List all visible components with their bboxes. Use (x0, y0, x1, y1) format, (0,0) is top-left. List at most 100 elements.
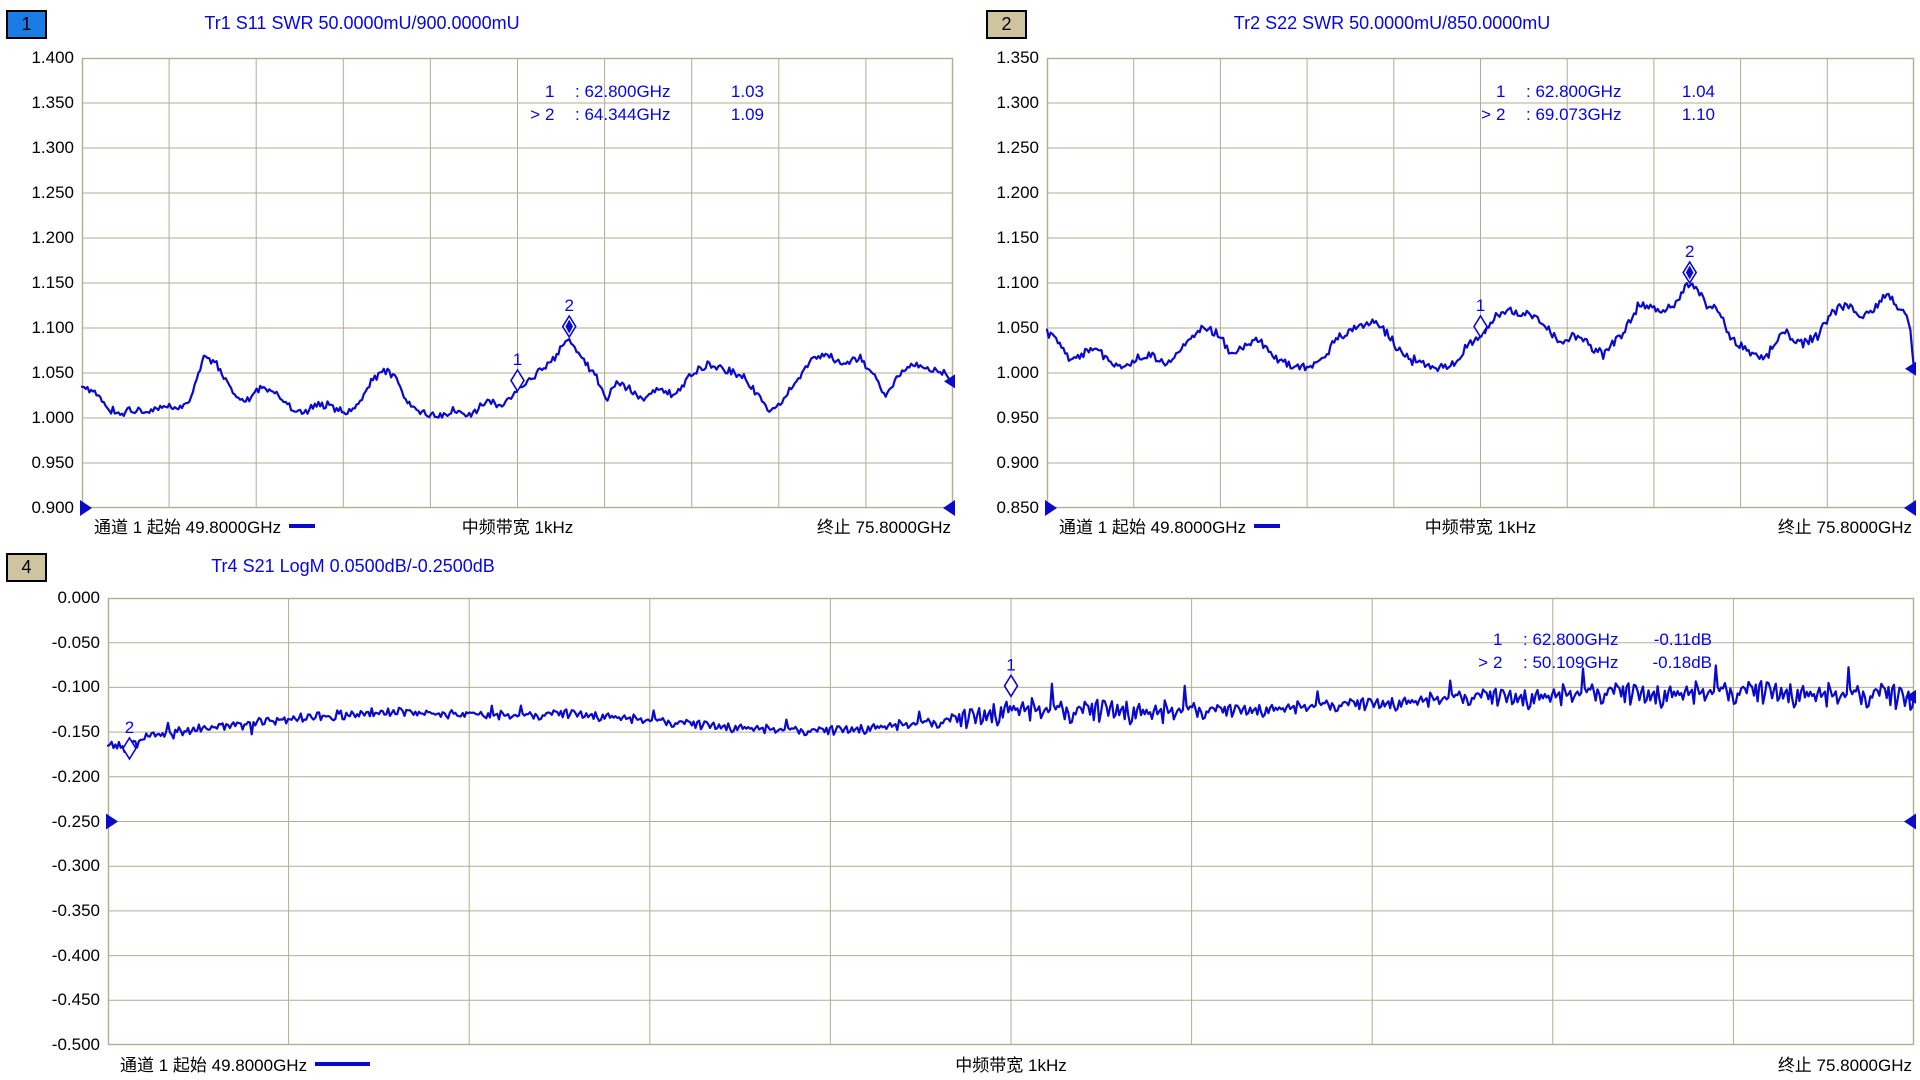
marker-readout-value: 1.03 (730, 81, 764, 101)
trace2-color-legend (1254, 523, 1281, 528)
y-tick-label: -0.250 (51, 811, 100, 831)
trace2-title: Tr2 S22 SWR 50.0000mU/850.0000mU (1233, 13, 1551, 33)
marker-readout-number: 2 (545, 104, 555, 124)
active-marker-indicator: > (1478, 652, 1488, 672)
y-tick-label: 1.100 (31, 318, 74, 337)
trace-end-arrow (1905, 689, 1916, 704)
trace4-color-legend (315, 1061, 371, 1066)
y-tick-label: 0.950 (996, 408, 1039, 427)
marker-readout-row: >2 : 64.344GHz 1.09 (518, 103, 764, 126)
y-tick-label: 0.900 (996, 453, 1039, 472)
y-tick-label: 1.350 (996, 48, 1039, 67)
marker-diamond[interactable] (122, 736, 137, 761)
marker-diamond[interactable] (1003, 673, 1019, 698)
y-tick-label: 1.400 (31, 48, 74, 67)
marker-readout-value: -0.11dB (1653, 629, 1712, 649)
marker-diamond-fill (1685, 265, 1694, 280)
trace2-marker-readout: 1: 62.800GHz 1.04 >2: 69.073GHz 1.10 (1469, 80, 1715, 126)
marker-readout-frequency: : 62.800GHz (575, 81, 671, 101)
y-tick-label: 1.300 (31, 138, 74, 157)
reference-level-arrow-left[interactable] (106, 813, 118, 830)
y-tick-label: 1.350 (31, 93, 74, 112)
trace1-number-box[interactable]: 1 (6, 10, 47, 39)
marker-number-label: 1 (1476, 296, 1485, 315)
marker-readout-number: 2 (1496, 104, 1506, 124)
y-tick-label: 0.900 (31, 498, 74, 517)
marker-readout-row: 1: 62.800GHz 1.03 (518, 80, 764, 103)
y-tick-label: 1.000 (996, 363, 1039, 382)
y-tick-label: -0.300 (51, 856, 100, 876)
reference-level-arrow-left[interactable] (80, 500, 92, 516)
y-tick-label: 0.950 (31, 453, 74, 472)
y-tick-label: 1.200 (31, 228, 74, 247)
trace1-start-freq-label: 通道 1 起始 49.8000GHz (94, 518, 282, 537)
marker-1[interactable]: 1 (1473, 296, 1488, 339)
marker-readout-value: 1.09 (730, 104, 764, 124)
marker-readout-frequency: : 69.073GHz (1526, 104, 1622, 124)
y-tick-label: -0.350 (51, 900, 100, 920)
reference-level-arrow-right[interactable] (1904, 500, 1916, 516)
trace2-number-box[interactable]: 2 (986, 10, 1027, 39)
y-tick-label: -0.050 (51, 632, 100, 652)
trace1-footer: 通道 1 起始 49.8000GHz 中频带宽 1kHz 终止 75.8000G… (82, 513, 953, 537)
y-tick-label: 1.150 (996, 228, 1039, 247)
marker-readout-frequency: : 62.800GHz (1523, 629, 1619, 649)
trace4-number-box[interactable]: 4 (6, 553, 47, 582)
trace1-marker-readout: 1: 62.800GHz 1.03 >2: 64.344GHz 1.09 (518, 80, 764, 126)
measurement-trace[interactable] (106, 664, 1916, 753)
trace1-stop-freq-label: 终止 75.8000GHz (816, 518, 951, 537)
marker-1[interactable]: 1 (1003, 655, 1019, 698)
trace2-plot-area[interactable]: 12 (1045, 57, 1916, 516)
marker-readout-row: 1: 62.800GHz 1.04 (1469, 80, 1715, 103)
marker-2[interactable]: 2 (561, 296, 577, 339)
y-tick-label: 1.250 (31, 183, 74, 202)
marker-number-label: 2 (1685, 242, 1694, 261)
marker-1[interactable]: 1 (510, 350, 525, 393)
marker-readout-number: 2 (1493, 652, 1503, 672)
marker-diamond[interactable] (510, 368, 525, 393)
trace1-title: Tr1 S11 SWR 50.0000mU/900.0000mU (204, 13, 520, 33)
marker-readout-row: >2 : 69.073GHz 1.10 (1469, 103, 1715, 126)
y-tick-label: 0.000 (57, 588, 100, 607)
marker-readout-number: 1 (1493, 629, 1503, 649)
marker-number-label: 1 (513, 350, 522, 369)
trace4-footer: 通道 1 起始 49.8000GHz 中频带宽 1kHz 终止 75.8000G… (108, 1051, 1914, 1075)
marker-readout-row: >2 : 50.109GHz -0.18dB (1466, 651, 1712, 674)
marker-readout-frequency: : 64.344GHz (575, 104, 671, 124)
y-tick-label: -0.500 (51, 1035, 100, 1054)
y-tick-label: 1.250 (996, 138, 1039, 157)
trace2-start-freq-label: 通道 1 起始 49.8000GHz (1059, 518, 1247, 537)
marker-2[interactable]: 2 (1682, 242, 1698, 285)
marker-readout-frequency: : 62.800GHz (1526, 81, 1622, 101)
marker-number-label: 2 (125, 718, 134, 737)
y-tick-label: 1.300 (996, 93, 1039, 112)
trace4-stop-freq-label: 终止 75.8000GHz (1777, 1056, 1912, 1075)
y-tick-label: 0.850 (996, 498, 1039, 517)
trace4-plot-area[interactable]: 12 (106, 597, 1916, 1046)
trace4-if-bandwidth-label: 中频带宽 1kHz (955, 1056, 1067, 1075)
reference-level-arrow-right[interactable] (943, 500, 955, 516)
marker-number-label: 2 (564, 296, 573, 315)
trace2-stop-freq-label: 终止 75.8000GHz (1777, 518, 1912, 537)
active-marker-indicator: > (1481, 104, 1491, 124)
trace4-start-freq-label: 通道 1 起始 49.8000GHz (120, 1056, 308, 1075)
trace1-plot-area[interactable]: 12 (80, 57, 955, 516)
reference-level-arrow-left[interactable] (1045, 500, 1057, 516)
active-marker-indicator: > (530, 104, 540, 124)
trace-end-arrow (944, 374, 955, 389)
reference-level-arrow-right[interactable] (1904, 813, 1916, 830)
marker-2[interactable]: 2 (122, 718, 137, 761)
marker-diamond[interactable] (1473, 314, 1488, 339)
marker-readout-value: -0.18dB (1652, 652, 1712, 672)
y-tick-label: 1.050 (31, 363, 74, 382)
marker-readout-frequency: : 50.109GHz (1523, 652, 1619, 672)
marker-readout-value: 1.10 (1681, 104, 1715, 124)
trace1-color-legend (289, 523, 316, 528)
y-tick-label: 1.200 (996, 183, 1039, 202)
y-tick-label: -0.400 (51, 945, 100, 965)
marker-readout-row: 1 : 62.800GHz -0.11dB (1466, 628, 1712, 651)
y-tick-label: 1.050 (996, 318, 1039, 337)
y-tick-label: 1.000 (31, 408, 74, 427)
marker-readout-value: 1.04 (1681, 81, 1715, 101)
